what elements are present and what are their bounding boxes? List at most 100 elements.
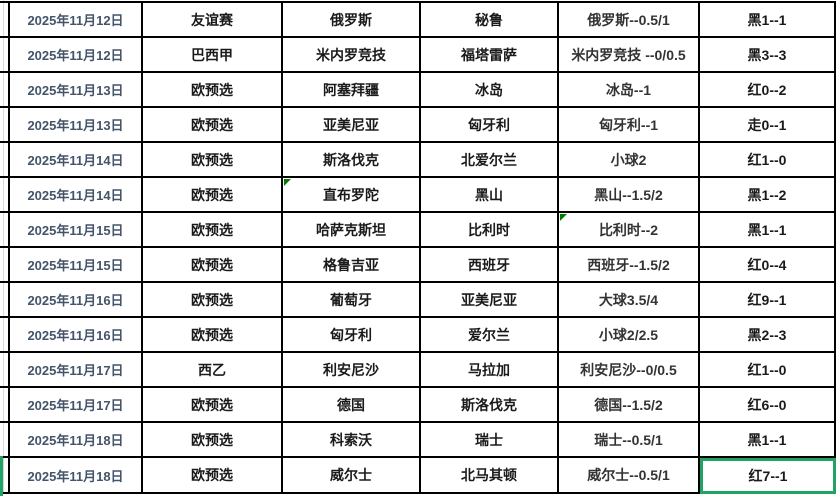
cell-result[interactable]: 走0--1 xyxy=(700,108,836,143)
cell-league[interactable]: 欧预选 xyxy=(143,388,283,423)
cell-result[interactable]: 黑3--3 xyxy=(700,38,836,73)
cell-home-team[interactable]: 利安尼沙 xyxy=(283,353,421,388)
cell-date[interactable]: 2025年11月14日 xyxy=(8,143,143,178)
cell-result[interactable]: 红6--0 xyxy=(700,388,836,423)
cell-league[interactable]: 欧预选 xyxy=(143,178,283,213)
gridline-stub xyxy=(0,73,8,108)
cell-away-team[interactable]: 比利时 xyxy=(421,213,559,248)
gridline-stub xyxy=(0,423,8,458)
cell-home-team[interactable]: 米内罗竞技 xyxy=(283,38,421,73)
cell-date[interactable]: 2025年11月18日 xyxy=(8,458,143,494)
cell-handicap[interactable]: 比利时--2 xyxy=(559,213,700,248)
cell-league[interactable]: 欧预选 xyxy=(143,108,283,143)
cell-date[interactable]: 2025年11月13日 xyxy=(8,108,143,143)
gridline-stub xyxy=(0,388,8,423)
cell-result[interactable]: 红7--1 xyxy=(700,458,836,494)
cell-result[interactable]: 红0--2 xyxy=(700,73,836,108)
cell-home-team[interactable]: 俄罗斯 xyxy=(283,3,421,38)
cell-date[interactable]: 2025年11月12日 xyxy=(8,38,143,73)
cell-away-team[interactable]: 黑山 xyxy=(421,178,559,213)
cell-away-team[interactable]: 斯洛伐克 xyxy=(421,388,559,423)
gridline-stub xyxy=(0,38,8,73)
cell-home-team[interactable]: 亚美尼亚 xyxy=(283,108,421,143)
selection-left-border xyxy=(0,456,3,496)
cell-handicap[interactable]: 小球2/2.5 xyxy=(559,318,700,353)
cell-result[interactable]: 红0--4 xyxy=(700,248,836,283)
cell-date[interactable]: 2025年11月14日 xyxy=(8,178,143,213)
cell-date[interactable]: 2025年11月15日 xyxy=(8,248,143,283)
cell-away-team[interactable]: 福塔雷萨 xyxy=(421,38,559,73)
cell-home-team[interactable]: 阿塞拜疆 xyxy=(283,73,421,108)
cell-league[interactable]: 巴西甲 xyxy=(143,38,283,73)
cell-date[interactable]: 2025年11月17日 xyxy=(8,353,143,388)
cell-handicap[interactable]: 威尔士--0.5/1 xyxy=(559,458,700,494)
cell-handicap[interactable]: 匈牙利--1 xyxy=(559,108,700,143)
cell-away-team[interactable]: 北马其顿 xyxy=(421,458,559,494)
cell-handicap[interactable]: 小球2 xyxy=(559,143,700,178)
gridline-stub xyxy=(0,178,8,213)
cell-league[interactable]: 欧预选 xyxy=(143,458,283,494)
cell-league[interactable]: 西乙 xyxy=(143,353,283,388)
cell-date[interactable]: 2025年11月12日 xyxy=(8,3,143,38)
cell-handicap[interactable]: 大球3.5/4 xyxy=(559,283,700,318)
gridline-stub xyxy=(0,248,8,283)
cell-away-team[interactable]: 马拉加 xyxy=(421,353,559,388)
gridline-stub xyxy=(0,283,8,318)
cell-home-team[interactable]: 匈牙利 xyxy=(283,318,421,353)
cell-result[interactable]: 红1--0 xyxy=(700,143,836,178)
cell-result[interactable]: 黑1--1 xyxy=(700,213,836,248)
cell-home-team[interactable]: 格鲁吉亚 xyxy=(283,248,421,283)
cell-handicap[interactable]: 德国--1.5/2 xyxy=(559,388,700,423)
cell-handicap[interactable]: 西班牙--1.5/2 xyxy=(559,248,700,283)
cell-result[interactable]: 红1--0 xyxy=(700,353,836,388)
cell-home-team[interactable]: 直布罗陀 xyxy=(283,178,421,213)
cell-result[interactable]: 黑1--2 xyxy=(700,178,836,213)
cell-home-team[interactable]: 哈萨克斯坦 xyxy=(283,213,421,248)
cell-date[interactable]: 2025年11月13日 xyxy=(8,73,143,108)
cell-handicap[interactable]: 米内罗竞技 --0/0.5 xyxy=(559,38,700,73)
cell-away-team[interactable]: 瑞士 xyxy=(421,423,559,458)
cell-result[interactable]: 黑1--1 xyxy=(700,3,836,38)
cell-league[interactable]: 欧预选 xyxy=(143,143,283,178)
cell-away-team[interactable]: 西班牙 xyxy=(421,248,559,283)
cell-away-team[interactable]: 冰岛 xyxy=(421,73,559,108)
cell-league[interactable]: 欧预选 xyxy=(143,318,283,353)
gridline-stub xyxy=(0,458,8,494)
cell-home-team[interactable]: 威尔士 xyxy=(283,458,421,494)
cell-date[interactable]: 2025年11月15日 xyxy=(8,213,143,248)
cell-handicap[interactable]: 利安尼沙--0/0.5 xyxy=(559,353,700,388)
cell-result[interactable]: 红9--1 xyxy=(700,283,836,318)
gridline-stub xyxy=(0,318,8,353)
cell-away-team[interactable]: 秘鲁 xyxy=(421,3,559,38)
cell-date[interactable]: 2025年11月18日 xyxy=(8,423,143,458)
cell-result[interactable]: 黑1--1 xyxy=(700,423,836,458)
cell-date[interactable]: 2025年11月16日 xyxy=(8,283,143,318)
cell-league[interactable]: 欧预选 xyxy=(143,248,283,283)
cell-league[interactable]: 友谊赛 xyxy=(143,3,283,38)
cell-away-team[interactable]: 匈牙利 xyxy=(421,108,559,143)
cell-home-team[interactable]: 葡萄牙 xyxy=(283,283,421,318)
cell-league[interactable]: 欧预选 xyxy=(143,283,283,318)
cell-date[interactable]: 2025年11月17日 xyxy=(8,388,143,423)
gridline-stub xyxy=(0,108,8,143)
cell-league[interactable]: 欧预选 xyxy=(143,73,283,108)
cell-handicap[interactable]: 冰岛--1 xyxy=(559,73,700,108)
cell-league[interactable]: 欧预选 xyxy=(143,423,283,458)
cell-league[interactable]: 欧预选 xyxy=(143,213,283,248)
gridline-stub xyxy=(0,213,8,248)
cell-home-team[interactable]: 科索沃 xyxy=(283,423,421,458)
cell-date[interactable]: 2025年11月16日 xyxy=(8,318,143,353)
cell-home-team[interactable]: 德国 xyxy=(283,388,421,423)
cell-handicap[interactable]: 瑞士--0.5/1 xyxy=(559,423,700,458)
cell-handicap[interactable]: 俄罗斯--0.5/1 xyxy=(559,3,700,38)
gridline-stub xyxy=(0,3,8,38)
cell-away-team[interactable]: 亚美尼亚 xyxy=(421,283,559,318)
cell-away-team[interactable]: 爱尔兰 xyxy=(421,318,559,353)
cell-handicap[interactable]: 黑山--1.5/2 xyxy=(559,178,700,213)
cell-home-team[interactable]: 斯洛伐克 xyxy=(283,143,421,178)
cell-away-team[interactable]: 北爱尔兰 xyxy=(421,143,559,178)
cell-result[interactable]: 黑2--3 xyxy=(700,318,836,353)
gridline-stub xyxy=(0,143,8,178)
